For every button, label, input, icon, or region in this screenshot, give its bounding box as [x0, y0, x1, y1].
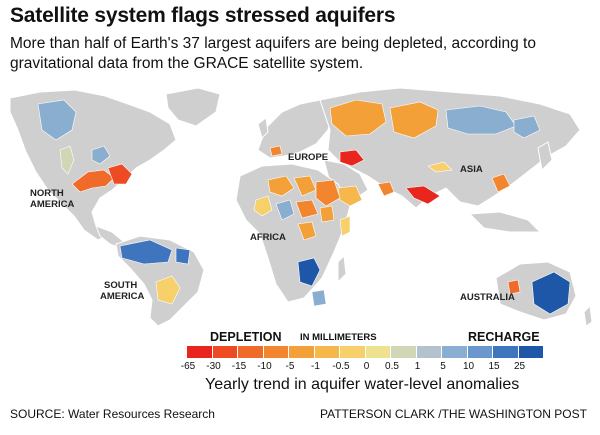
aquifer-canada-west — [37, 99, 77, 141]
page-subtitle: More than half of Earth's 37 largest aqu… — [10, 35, 536, 72]
legend-tick: 0 — [363, 361, 370, 372]
legend-color-cell — [493, 346, 519, 358]
credit-note: PATTERSON CLARK /THE WASHINGTON POST — [320, 407, 587, 421]
legend-color-cell — [442, 346, 468, 358]
label-south-america-2: AMERICA — [100, 291, 144, 302]
legend-tick: -1 — [311, 361, 320, 372]
aquifers — [37, 99, 571, 315]
aquifer-congo — [297, 221, 317, 241]
label-south-america-1: SOUTH — [104, 280, 137, 291]
legend-tick: -10 — [257, 361, 272, 372]
legend-tick: -15 — [231, 361, 247, 372]
legend-color-cell — [238, 346, 264, 358]
aquifer-nw-sahara — [267, 175, 295, 197]
aquifer-guarani — [155, 275, 181, 305]
aquifer-indus — [377, 181, 395, 197]
label-north-america-2: AMERICA — [30, 199, 74, 210]
aquifer-siberia — [389, 101, 439, 139]
aquifer-yakutsk — [513, 115, 541, 139]
land-uk — [257, 117, 269, 139]
label-north-america-1: NORTH — [30, 188, 64, 199]
legend-recharge-label: RECHARGE — [468, 330, 540, 344]
legend-tick: 1 — [414, 361, 421, 372]
legend-tick: 0.5 — [385, 361, 399, 372]
legend-color-cell — [518, 346, 544, 358]
aquifer-canada-east — [91, 145, 111, 165]
source-note: SOURCE: Water Resources Research — [10, 407, 215, 421]
legend-tick: -30 — [206, 361, 221, 372]
legend-color-cell — [289, 346, 315, 358]
legend-color-cell — [391, 346, 417, 358]
legend-tick: 25 — [513, 361, 526, 372]
legend-tick: 5 — [440, 361, 446, 372]
land-north-america — [9, 89, 177, 241]
legend-color-scale — [187, 346, 544, 358]
legend-color-cell — [187, 346, 213, 358]
aquifer-lake-chad — [295, 199, 319, 219]
land-japan — [537, 141, 553, 172]
aquifer-amazon — [119, 239, 173, 265]
aquifer-nubian — [315, 179, 341, 207]
label-africa: AFRICA — [250, 232, 286, 243]
page-title: Satellite system flags stressed aquifers — [10, 4, 396, 27]
legend-tick: -65 — [180, 361, 196, 372]
label-asia: ASIA — [460, 164, 483, 175]
aquifer-kalahari-south — [311, 289, 327, 307]
aquifer-mississippi — [107, 163, 133, 185]
aquifer-great-plains — [71, 169, 115, 193]
aquifer-senegal — [253, 195, 273, 217]
aquifer-paris — [269, 145, 283, 157]
aquifer-kalahari-north — [297, 257, 321, 287]
legend-tick: -5 — [285, 361, 295, 372]
aquifer-tarim — [427, 161, 453, 173]
legend-color-cell — [314, 346, 340, 358]
legend-tick: 10 — [462, 361, 475, 372]
label-australia: AUSTRALIA — [460, 292, 515, 303]
legend-tick-labels: -65 -30 -15 -10 -5 -1 -0.5 0 0.5 1 5 10 15 25 — [176, 361, 556, 375]
aquifer-canning — [507, 279, 521, 295]
legend-color-cell — [263, 346, 289, 358]
land-madagascar — [337, 254, 347, 284]
world-aquifer-map: NORTH AMERICA SOUTH AMERICA EUROPE AFRIC… — [9, 87, 593, 327]
label-europe: EUROPE — [288, 152, 328, 163]
legend-caption: Yearly trend in aquifer water-level anom… — [205, 376, 520, 393]
aquifer-ganges — [405, 185, 441, 205]
aquifer-great-artesian — [531, 271, 571, 315]
legend-depletion-label: DEPLETION — [210, 330, 282, 344]
aquifer-north-china — [491, 173, 511, 193]
legend-tick: -0.5 — [332, 361, 350, 372]
legend-units-label: IN MILLIMETERS — [300, 332, 377, 343]
land-se-asia — [468, 211, 542, 233]
legend-color-cell — [212, 346, 238, 358]
aquifer-california — [59, 145, 75, 175]
aquifer-iullemeden — [275, 199, 295, 221]
aquifer-russia-west — [329, 99, 387, 137]
legend-color-cell — [467, 346, 493, 358]
legend-color-cell — [365, 346, 391, 358]
aquifer-ogaden — [339, 215, 351, 237]
aquifer-maranhao — [175, 247, 191, 265]
aquifer-tunguska — [445, 105, 517, 135]
aquifer-caspian — [339, 149, 365, 167]
land-europe — [257, 99, 333, 159]
land-new-zealand — [583, 304, 593, 327]
legend-color-cell — [340, 346, 366, 358]
legend-tick: 15 — [488, 361, 500, 372]
legend-color-cell — [416, 346, 442, 358]
aquifer-sudd — [319, 205, 335, 223]
land-greenland — [165, 87, 221, 127]
